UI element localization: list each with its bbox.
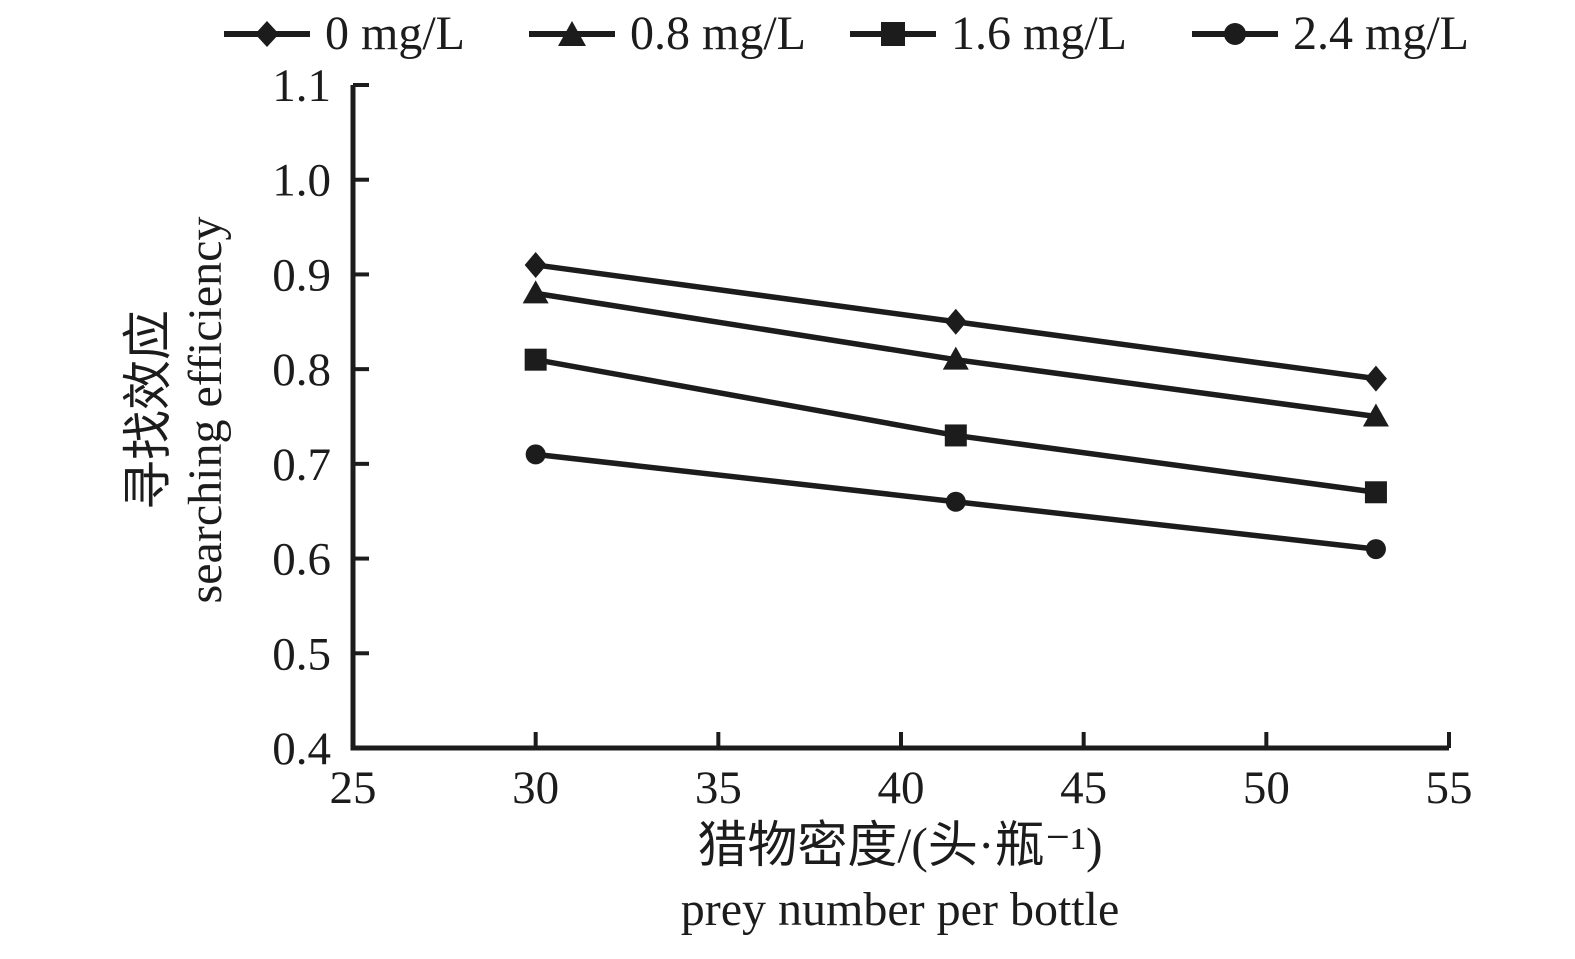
y-tick-label: 0.4 [272,723,331,775]
square-marker [524,348,547,371]
y-axis-title-en: searching efficiency [179,216,233,604]
x-tick-label: 45 [1060,762,1107,814]
legend-label: 0.8 mg/L [630,7,806,60]
x-tick-label: 50 [1243,762,1290,814]
x-tick-label: 30 [512,762,559,814]
legend-label: 2.4 mg/L [1293,7,1469,60]
circle-marker-icon [1192,23,1278,45]
square-marker [944,424,967,447]
y-tick-label: 1.1 [272,60,331,112]
y-tick-label: 0.7 [272,439,331,491]
diamond-marker [524,251,547,278]
y-tick-label: 0.9 [272,249,331,301]
legend-item-2_4mg: 2.4 mg/L [1190,6,1469,62]
circle-marker [945,491,966,512]
diamond-marker [944,308,967,335]
legend-label: 0 mg/L [325,7,465,60]
y-tick-label: 1.0 [272,155,331,207]
x-tick-label: 25 [330,762,377,814]
axes-spines [350,85,1449,751]
legend-item-1_6mg: 1.6 mg/L [848,6,1127,62]
x-tick-label: 55 [1426,762,1473,814]
circle-marker [1365,539,1386,560]
legend-item-0_8mg: 0.8 mg/L [527,6,806,62]
square-marker-icon [850,22,936,46]
diamond-marker [1364,365,1387,392]
y-tick-label: 0.6 [272,534,331,586]
x-axis-title-zh: 猎物密度/(头·瓶⁻¹) [697,817,1103,873]
square-marker [1364,481,1387,504]
legend-label: 1.6 mg/L [951,7,1127,60]
triangle-marker [522,280,549,304]
diamond-marker-icon [224,21,310,47]
x-tick-label: 40 [878,762,925,814]
x-axis-title-en: prey number per bottle [680,883,1120,936]
y-axis-title-zh: 寻找效应 [120,310,177,510]
y-axis-title: 寻找效应 searching efficiency [119,217,235,604]
circle-marker [525,444,546,465]
y-tick-label: 0.8 [272,344,331,396]
y-tick-label: 0.5 [272,628,331,680]
triangle-marker [942,346,969,370]
triangle-marker [1362,403,1389,427]
legend-item-0mg: 0 mg/L [222,6,465,62]
x-tick-label: 35 [695,762,742,814]
x-axis-title: 猎物密度/(头·瓶⁻¹) prey number per bottle [681,812,1120,941]
triangle-marker-icon [529,21,615,46]
